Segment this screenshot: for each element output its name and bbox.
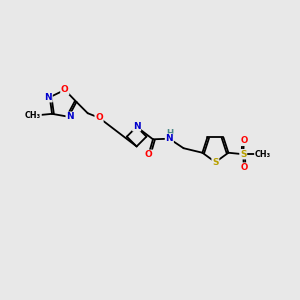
Text: CH₃: CH₃: [255, 150, 271, 159]
Text: O: O: [240, 136, 247, 145]
Text: N: N: [66, 112, 74, 121]
Text: S: S: [240, 150, 247, 159]
Text: CH₃: CH₃: [25, 111, 41, 120]
Text: O: O: [61, 85, 69, 94]
Text: O: O: [240, 163, 247, 172]
Text: O: O: [145, 150, 152, 159]
Text: N: N: [44, 93, 52, 102]
Text: N: N: [166, 134, 173, 143]
Text: O: O: [95, 113, 103, 122]
Text: H: H: [166, 129, 173, 138]
Text: N: N: [133, 122, 140, 131]
Text: S: S: [212, 158, 219, 167]
